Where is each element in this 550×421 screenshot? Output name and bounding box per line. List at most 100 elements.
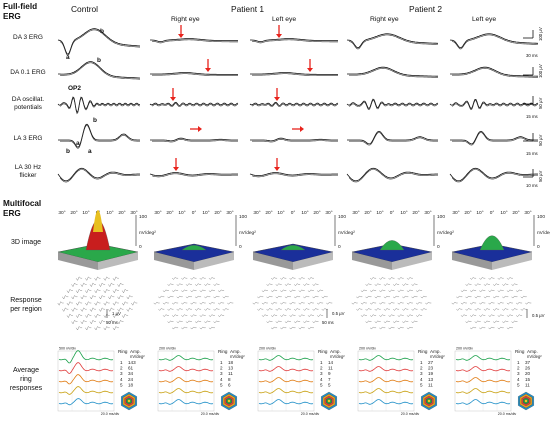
scale-mf-p1-ms: 50 ms: [322, 320, 334, 325]
region-trace: [199, 314, 206, 317]
erg-trace-repeat: [251, 173, 338, 178]
region-trace: [181, 289, 188, 293]
region-trace: [369, 302, 377, 305]
region-trace: [98, 295, 106, 300]
erg-trace: [150, 72, 238, 75]
region-trace: [460, 314, 467, 317]
region-trace: [479, 302, 486, 305]
degree-tick-label: 30°: [226, 210, 233, 216]
arrow-la3-right-head: [198, 126, 202, 132]
region-trace: [365, 308, 372, 311]
region-trace: [374, 320, 381, 324]
ring-table-amplitude: 11: [328, 366, 333, 371]
ring-table-ring-number: 4: [320, 377, 323, 382]
erg-trace: [449, 98, 539, 110]
region-trace: [284, 295, 291, 299]
surface-side-left: [452, 252, 492, 270]
surface-scale-bottom: 0: [338, 244, 341, 250]
erg-trace: [449, 167, 538, 182]
region-trace: [108, 307, 115, 312]
ring-response-trace: [358, 377, 414, 383]
region-trace: [456, 308, 463, 311]
ring-hex-icon: [327, 399, 331, 403]
region-trace: [469, 302, 477, 305]
ring-table-amplitude: 19: [428, 371, 434, 376]
degree-tick-label: 0°: [192, 210, 197, 216]
region-trace: [402, 320, 409, 324]
surface-peak: [479, 235, 505, 251]
region-trace: [275, 295, 282, 299]
erg-trace: [346, 98, 439, 110]
region-trace: [162, 314, 169, 317]
region-trace: [474, 320, 481, 324]
erg-trace: [58, 123, 140, 148]
ring-table-header-amp: Amp.: [230, 349, 241, 354]
ring-table-ring-number: 3: [517, 371, 520, 376]
region-trace: [312, 295, 319, 299]
region-trace: [204, 308, 211, 311]
surface-scale-top: 100: [338, 214, 346, 220]
region-trace: [158, 295, 165, 299]
ring-response-trace: [158, 399, 214, 405]
region-trace: [171, 289, 179, 293]
degree-tick-label: 20°: [364, 210, 371, 216]
degree-tick-label: 20°: [166, 210, 173, 216]
ring-response-trace: [455, 399, 511, 405]
column-control: Control: [71, 4, 98, 14]
region-trace: [204, 295, 211, 299]
patient1-left-eye: Left eye: [272, 16, 297, 23]
ring-response-trace: [58, 362, 114, 374]
ring-panel-top-label: 200 nV/div: [456, 347, 473, 351]
region-trace: [497, 289, 504, 293]
region-trace: [270, 326, 278, 330]
surface-scale-bottom: 0: [139, 244, 142, 250]
ring-response-trace: [258, 388, 314, 394]
region-trace: [289, 277, 296, 280]
region-trace: [94, 276, 101, 281]
degree-tick-label: 20°: [70, 210, 77, 216]
ring-panel-bottom-label: 20.0 ms/div: [401, 412, 420, 416]
degree-tick-label: 30°: [352, 210, 359, 216]
region-trace: [515, 289, 523, 293]
region-trace: [465, 308, 472, 311]
fullfield-heading-line2: ERG: [3, 12, 21, 21]
ring-response-trace: [258, 366, 314, 372]
region-trace: [126, 307, 133, 312]
surface-scale-bottom: 0: [239, 244, 242, 250]
surface-scale-unit: nV/deg²: [239, 230, 256, 236]
ring-table-header-ring: Ring: [218, 349, 228, 354]
region-trace: [298, 326, 305, 330]
scale-la3-ms: 15 ms: [526, 151, 538, 156]
region-trace: [103, 288, 110, 294]
ring-table-ring-number: 1: [320, 360, 323, 365]
ring-response-trace: [358, 399, 414, 405]
region-trace: [502, 295, 509, 299]
region-trace: [199, 302, 206, 305]
region-trace: [402, 283, 409, 286]
erg-trace: [250, 72, 338, 75]
ring-response-trace: [58, 398, 114, 406]
region-trace: [293, 320, 301, 324]
region-trace: [511, 295, 518, 299]
row-response-line1: Response: [10, 297, 42, 304]
ring-table-ring-number: 3: [120, 371, 123, 376]
region-trace: [284, 308, 291, 311]
region-trace: [213, 283, 220, 286]
region-trace: [121, 313, 129, 318]
region-trace: [465, 283, 472, 286]
region-trace: [98, 319, 106, 325]
region-trace: [208, 289, 215, 293]
region-trace: [181, 277, 188, 280]
region-trace: [303, 295, 310, 299]
region-trace: [312, 283, 319, 286]
region-trace: [171, 277, 179, 280]
row-la30-line1: LA 30 Hz: [14, 164, 42, 171]
ring-table-header-amp: Amp.: [130, 349, 141, 354]
label-a-la3: a: [76, 140, 80, 147]
region-trace: [71, 307, 78, 312]
ring-table-header-unit: nV/deg²: [527, 354, 542, 359]
region-trace: [392, 320, 400, 324]
region-trace: [312, 308, 319, 311]
degree-tick-label: 20°: [313, 210, 320, 216]
